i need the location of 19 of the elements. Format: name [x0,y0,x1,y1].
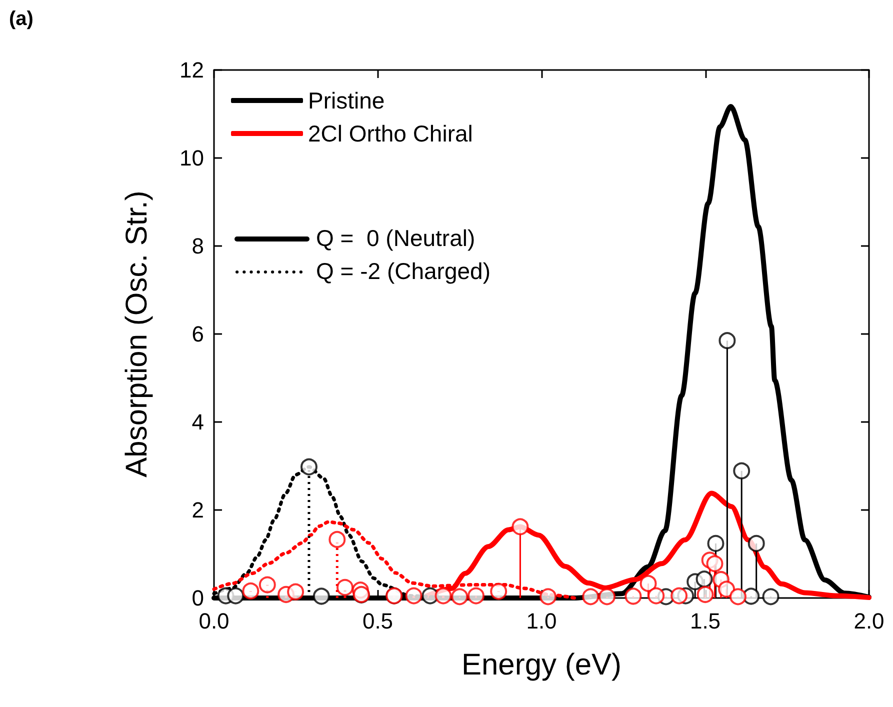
text: (a) [9,8,34,30]
x-tick-label: 0.5 [362,608,394,634]
annotation: Q = 0 (Neutral) [316,225,476,252]
y-axis-title: Absorption (Osc. Str.) [120,190,154,478]
x-tick-label: 2.0 [854,608,884,634]
y-tick-label: 8 [192,234,204,258]
y-tick-label: 10 [180,146,204,170]
x-axis-title: Energy (eV) [461,648,622,682]
annotation: Q = -2 (Charged) [316,258,490,285]
legend-label: 2Cl Ortho Chiral [308,120,473,146]
legend-label: Pristine [308,88,385,114]
y-tick-label: 12 [180,58,204,82]
y-tick-label: 0 [192,586,204,610]
x-tick-label: 1.0 [526,608,557,634]
y-tick-label: 2 [192,498,204,522]
y-tick-label: 6 [192,322,204,346]
x-tick-label: 1.5 [690,608,721,634]
y-tick-label: 4 [192,410,204,434]
x-tick-label: 0.0 [198,608,230,634]
